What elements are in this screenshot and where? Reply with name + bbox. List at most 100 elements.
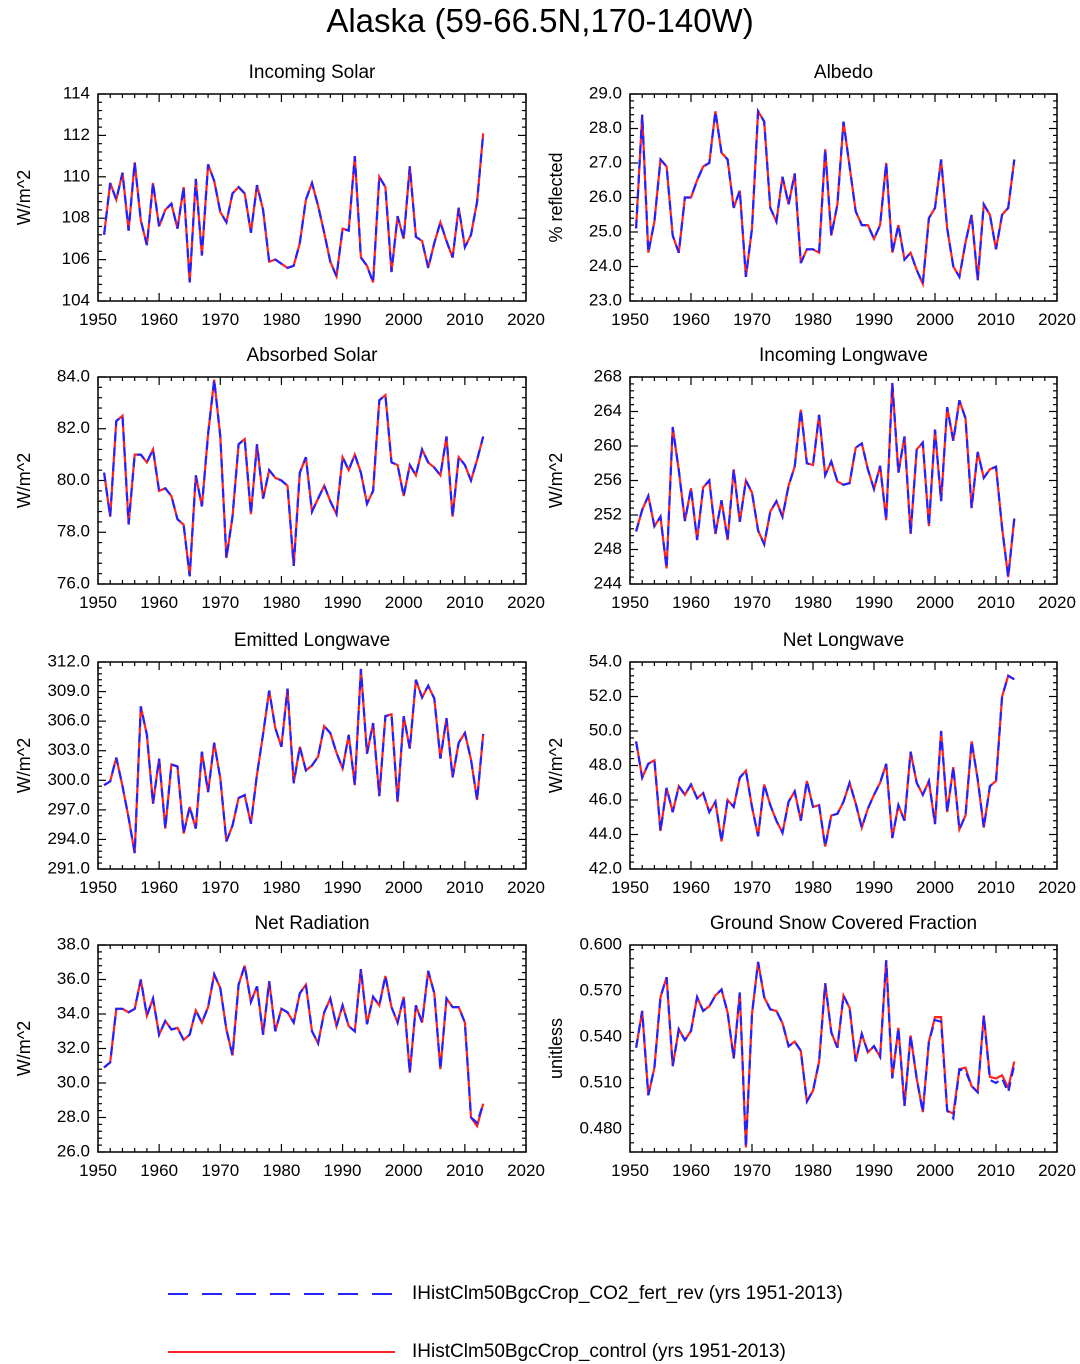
y-tick-label: 36.0 [57, 969, 90, 988]
y-tick-label: 309.0 [47, 681, 90, 700]
series-line-co2-fert-rev [635, 674, 1015, 847]
panel-incoming-solar: Incoming Solar W/m^2 1950 1960 1970 1980 1990 2… [14, 62, 545, 329]
plot-frame [629, 376, 1058, 585]
series-line-control [103, 668, 485, 854]
panel-title: Ground Snow Covered Fraction [710, 913, 977, 934]
x-tick-label: 1960 [672, 593, 710, 612]
y-axis-label: W/m^2 [14, 1021, 34, 1076]
y-tick-label: 112 [63, 125, 90, 144]
y-tick-label: 23.0 [589, 290, 622, 309]
plot-frame [629, 661, 1058, 870]
x-tick-label: 2010 [446, 593, 484, 612]
x-tick-label: 1950 [79, 1161, 117, 1180]
y-tick-label: 32.0 [57, 1038, 90, 1057]
x-tick-label: 2000 [916, 593, 954, 612]
y-tick-label: 0.570 [579, 980, 622, 999]
panel-emitted-longwave: Emitted Longwave W/m^2 1950 1960 1970 1980 199… [14, 630, 545, 897]
x-tick-label: 1980 [794, 1161, 832, 1180]
y-tick-label: 78.0 [57, 522, 90, 541]
x-tick-label: 2020 [507, 1161, 545, 1180]
y-tick-label: 29.0 [589, 83, 622, 102]
plot-frame [97, 944, 527, 1153]
x-tick-label: 1990 [855, 593, 893, 612]
legend: IHistClm50BgcCrop_CO2_fert_rev (yrs 1951… [168, 1283, 843, 1362]
x-tick-label: 1990 [855, 878, 893, 897]
x-tick-label: 2020 [1038, 878, 1076, 897]
y-tick-label: 48.0 [589, 755, 622, 774]
y-tick-label: 0.480 [579, 1118, 622, 1137]
plot-frame [629, 944, 1058, 1153]
panel-title: Incoming Solar [249, 62, 376, 83]
y-tick-label: 28.0 [57, 1107, 90, 1126]
y-tick-label: 0.600 [579, 934, 622, 953]
legend-label-control: IHistClm50BgcCrop_control (yrs 1951-2013… [412, 1341, 786, 1362]
y-tick-label: 114 [63, 83, 90, 102]
x-tick-label: 2010 [977, 593, 1015, 612]
x-tick-label: 1960 [140, 593, 178, 612]
y-axis-label: W/m^2 [14, 453, 34, 508]
x-tick-label: 1950 [611, 878, 649, 897]
series-line-co2-fert-rev [103, 668, 485, 854]
x-tick-label: 1970 [201, 1161, 239, 1180]
x-tick-label: 1960 [140, 878, 178, 897]
y-tick-label: 104 [62, 290, 90, 309]
y-tick-label: 46.0 [589, 789, 622, 808]
y-tick-label: 294.0 [47, 829, 90, 848]
y-tick-label: 297.0 [47, 799, 90, 818]
y-tick-label: 30.0 [57, 1072, 90, 1091]
y-axis-label: W/m^2 [546, 453, 566, 508]
series-line-control [635, 107, 1016, 289]
x-tick-label: 1980 [263, 310, 301, 329]
x-tick-label: 1980 [794, 310, 832, 329]
panel-albedo: Albedo % reflected 1950 1960 1970 1980 1990 200… [546, 62, 1076, 329]
x-tick-label: 1970 [733, 593, 771, 612]
y-tick-label: 25.0 [589, 221, 622, 240]
x-tick-label: 2010 [977, 310, 1015, 329]
y-axis-label: unitless [546, 1018, 566, 1079]
y-tick-label: 110 [63, 166, 90, 185]
plot-frame [97, 661, 527, 870]
x-tick-label: 1970 [201, 593, 239, 612]
x-tick-label: 1980 [263, 1161, 301, 1180]
y-tick-label: 24.0 [589, 256, 622, 275]
x-tick-label: 2010 [446, 878, 484, 897]
y-axis-label: W/m^2 [14, 738, 34, 793]
x-tick-label: 2020 [507, 593, 545, 612]
panel-incoming-longwave: Incoming Longwave W/m^2 1950 1960 1970 1980 19… [546, 345, 1076, 612]
x-tick-label: 2000 [385, 878, 423, 897]
x-tick-label: 1980 [263, 593, 301, 612]
x-tick-label: 1950 [79, 878, 117, 897]
x-tick-label: 1950 [611, 1161, 649, 1180]
y-tick-label: 268 [594, 366, 622, 385]
y-tick-label: 84.0 [57, 366, 90, 385]
series-line-co2-fert-rev [635, 382, 1016, 578]
panel-title: Incoming Longwave [759, 345, 928, 366]
x-tick-label: 1990 [855, 310, 893, 329]
plot-frame [97, 93, 527, 302]
x-tick-label: 1960 [672, 310, 710, 329]
x-tick-label: 2000 [916, 1161, 954, 1180]
y-tick-label: 50.0 [589, 720, 622, 739]
x-tick-label: 1970 [733, 1161, 771, 1180]
y-tick-label: 52.0 [589, 686, 622, 705]
x-tick-label: 1970 [733, 310, 771, 329]
x-tick-label: 2020 [507, 310, 545, 329]
x-tick-label: 1970 [201, 310, 239, 329]
x-tick-label: 1990 [324, 1161, 362, 1180]
x-tick-label: 2010 [446, 1161, 484, 1180]
plot-frame [629, 93, 1058, 302]
x-tick-label: 2000 [916, 878, 954, 897]
x-tick-label: 1950 [611, 593, 649, 612]
series-line-co2-fert-rev [103, 133, 485, 283]
x-tick-label: 2020 [1038, 1161, 1076, 1180]
y-tick-label: 26.0 [589, 187, 622, 206]
panel-ground-snow-covered-fraction: Ground Snow Covered Fraction unitless 1950… [546, 913, 1076, 1180]
y-tick-label: 28.0 [589, 118, 622, 137]
series-line-control [103, 965, 485, 1129]
y-tick-label: 260 [594, 435, 622, 454]
x-tick-label: 2020 [507, 878, 545, 897]
y-axis-label: % reflected [546, 152, 566, 242]
x-tick-label: 2020 [1038, 593, 1076, 612]
series-line-co2-fert-rev [635, 107, 1016, 289]
y-tick-label: 27.0 [589, 152, 622, 171]
